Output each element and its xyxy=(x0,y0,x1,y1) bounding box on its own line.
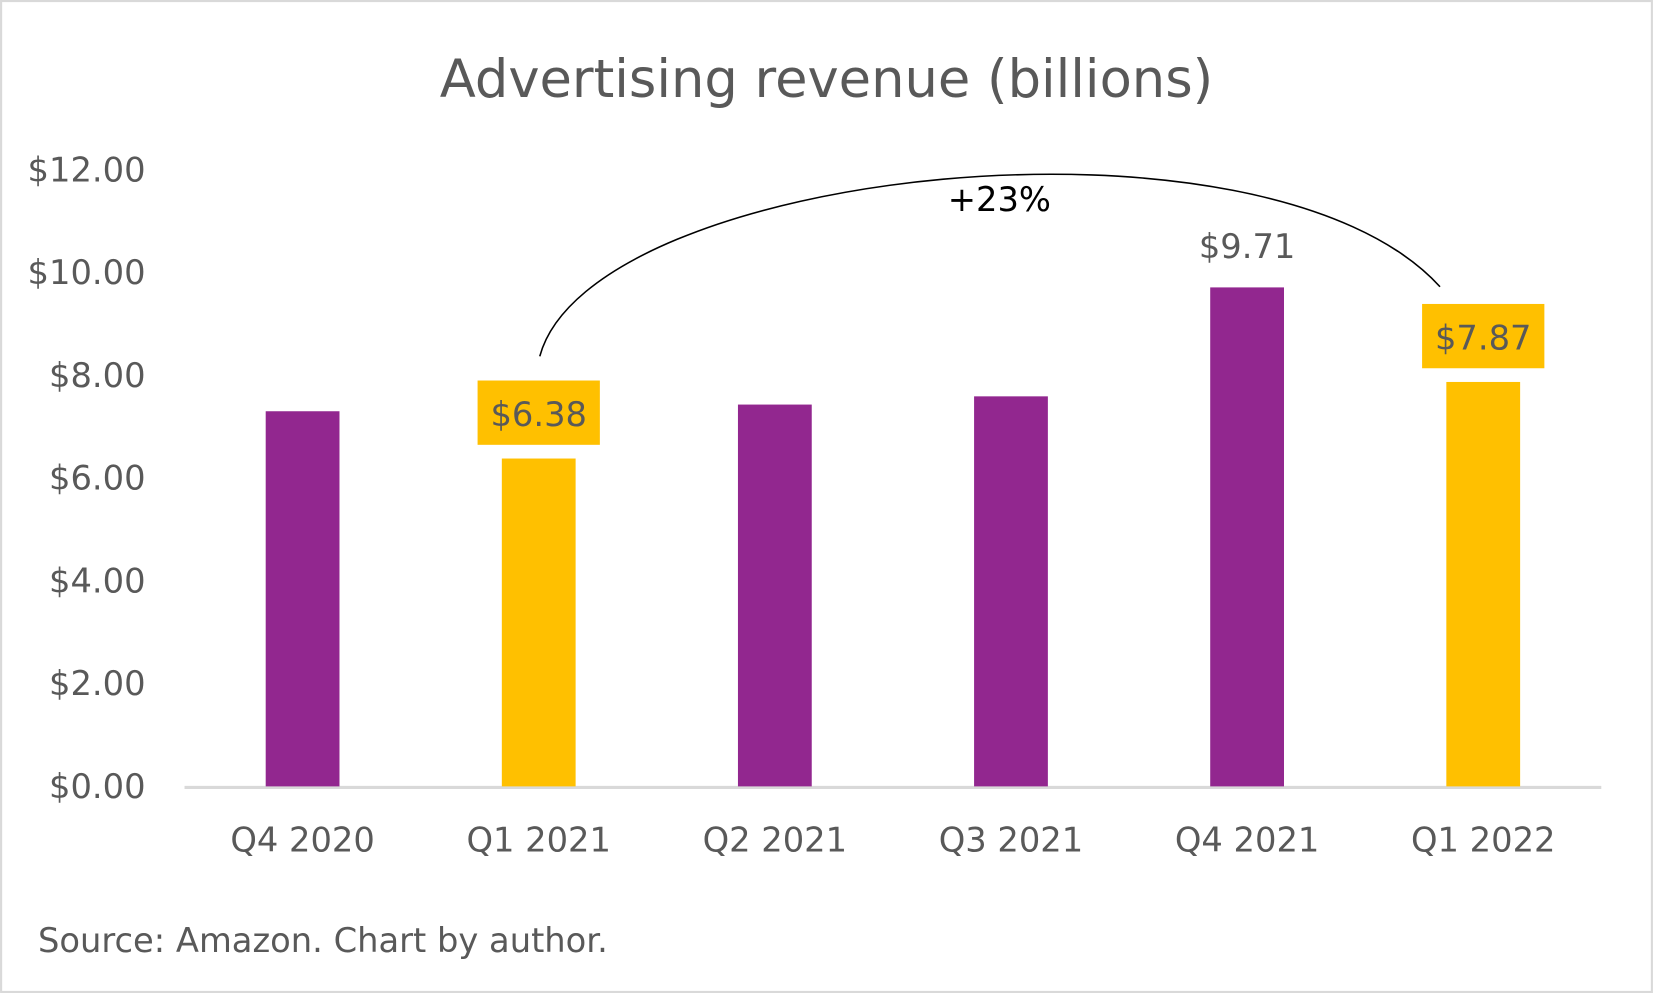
x-tick-label: Q2 2021 xyxy=(703,821,848,860)
growth-arc xyxy=(539,173,1441,357)
y-tick-label: $10.00 xyxy=(28,253,146,292)
bar xyxy=(501,458,576,787)
data-label-box xyxy=(477,380,600,445)
y-tick-label: $8.00 xyxy=(49,356,146,395)
growth-annotation: +23% xyxy=(948,180,1051,219)
chart-title: Advertising revenue (billions) xyxy=(440,49,1213,110)
x-tick-label: Q3 2021 xyxy=(939,821,1084,860)
bar xyxy=(974,396,1048,787)
y-tick-label: $4.00 xyxy=(49,561,146,600)
x-tick-label: Q4 2021 xyxy=(1175,821,1320,860)
data-label: $6.38 xyxy=(490,395,587,434)
y-tick-label: $0.00 xyxy=(49,767,146,806)
bar xyxy=(265,411,340,787)
data-label: $9.71 xyxy=(1199,227,1296,266)
x-tick-label: Q1 2021 xyxy=(466,821,611,860)
source-note: Source: Amazon. Chart by author. xyxy=(38,921,608,960)
bar xyxy=(1210,287,1284,787)
y-tick-label: $2.00 xyxy=(49,664,146,703)
data-label-box xyxy=(1422,303,1545,369)
y-tick-label: $12.00 xyxy=(28,150,146,189)
data-label: $7.87 xyxy=(1435,318,1532,357)
x-tick-label: Q4 2020 xyxy=(230,821,375,860)
x-tick-label: Q1 2022 xyxy=(1411,821,1556,860)
bar xyxy=(737,404,812,787)
bar xyxy=(1446,381,1521,787)
y-tick-label: $6.00 xyxy=(49,459,146,498)
